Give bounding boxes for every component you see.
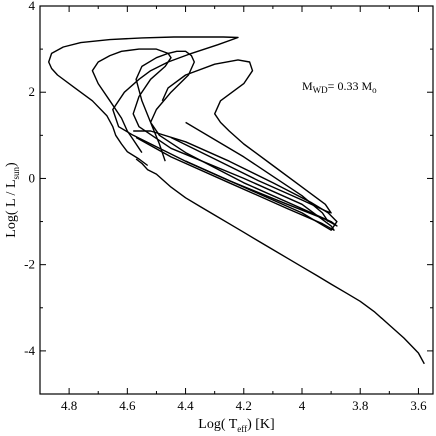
x-tick-label: 4.8: [61, 398, 77, 413]
x-tick-label: 4: [299, 398, 306, 413]
x-tick-label: 3.6: [410, 398, 427, 413]
evolution-track-1: [48, 36, 338, 231]
x-axis-title: Log( Teff) [K]: [198, 417, 274, 434]
y-tick-label: -4: [24, 343, 35, 358]
x-tick-label: 3.8: [352, 398, 368, 413]
mass-annotation: MWD= 0.33 Mo: [302, 79, 377, 95]
y-tick-label: -2: [24, 257, 35, 272]
track-lines: [48, 36, 425, 365]
y-tick-label: 2: [29, 84, 36, 99]
evolution-track-2: [91, 48, 335, 231]
y-tick-label: 4: [29, 0, 36, 13]
x-tick-label: 4.4: [177, 398, 194, 413]
x-tick-label: 4.6: [119, 398, 136, 413]
plot-frame: [39, 5, 434, 395]
axis-ticks: 4.8 4.6 4.4 4.2 4 3.8 3.6 4 2 0 -2 -4: [24, 0, 433, 413]
x-tick-label: 4.2: [236, 398, 252, 413]
evolution-track-5: [185, 121, 329, 222]
evolution-track-3: [135, 50, 338, 227]
evolution-track-6: [135, 158, 425, 365]
y-axis-title: Log( L / Lsun): [4, 162, 21, 238]
y-tick-label: 0: [29, 170, 36, 185]
